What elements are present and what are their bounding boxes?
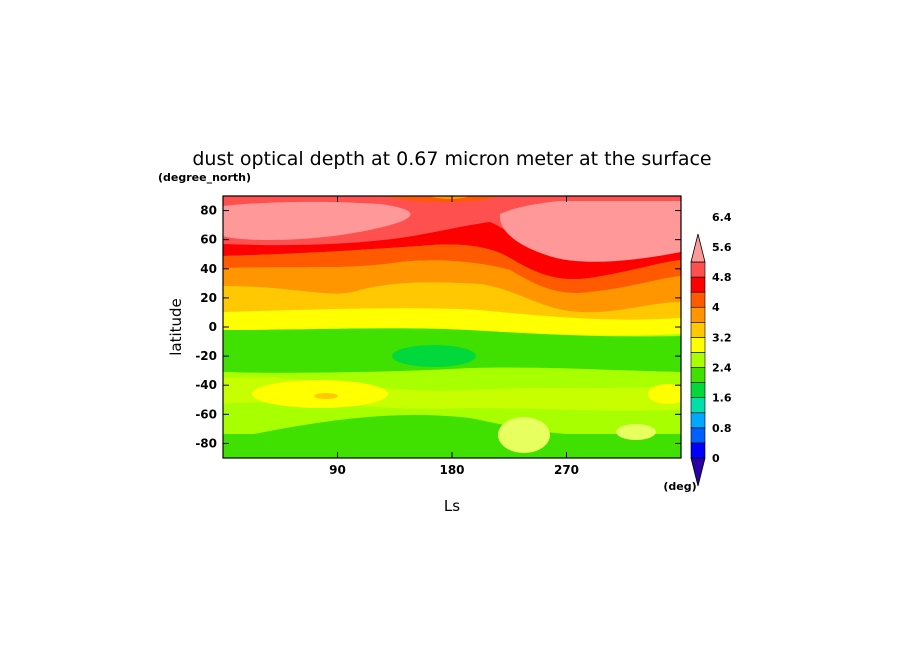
patch-southeast [498, 417, 550, 453]
colorbar-bin [690, 306, 706, 323]
band-south-green-edge [223, 415, 681, 458]
colorbar-bin [690, 382, 706, 398]
colorbar-bin [690, 442, 706, 459]
y-tick-label: 0 [209, 320, 217, 334]
colorbar-level-label: 3.2 [712, 331, 732, 344]
y-tick-label: -40 [195, 378, 217, 392]
colorbar-bin [690, 367, 706, 383]
y-axis: 80 60 40 20 0 -20 -40 -60 -80 [195, 204, 681, 450]
heatmap-field [223, 196, 681, 458]
colorbar: 0 0.8 1.6 2.4 3.2 4 4.8 5.6 6.4 [690, 211, 732, 487]
colorbar-level-label: 0.8 [712, 422, 732, 435]
x-axis: 90 180 270 [329, 196, 579, 477]
patch-tropics-darkgreen [392, 345, 476, 367]
colorbar-level-label: 6.4 [712, 211, 732, 224]
y-tick-label: 60 [200, 233, 217, 247]
x-tick-label: 90 [329, 463, 346, 477]
colorbar-bin [690, 427, 706, 444]
cap-east-pink [499, 197, 681, 262]
colorbar-bin [690, 291, 706, 308]
colorbar-unit-label: (deg) [663, 480, 696, 493]
edge-top-orange [380, 196, 500, 202]
x-axis-label: Ls [444, 497, 460, 515]
y-axis-label: latitude [167, 298, 185, 356]
colorbar-level-label: 4.8 [712, 271, 732, 284]
colorbar-bin [690, 337, 706, 353]
colorbar-level-label: 4 [712, 301, 720, 314]
y-tick-label: 20 [200, 291, 217, 305]
colorbar-level-label: 2.4 [712, 362, 732, 375]
colorbar-level-label: 5.6 [712, 241, 732, 254]
band-north-darkorange [223, 244, 681, 294]
band-north-orange [223, 260, 681, 313]
x-tick-label: 180 [439, 463, 464, 477]
chart-title: dust optical depth at 0.67 micron meter … [192, 148, 711, 170]
y-tick-label: -20 [195, 349, 217, 363]
band-north-gold [223, 282, 681, 320]
y-unit-label: (degree_north) [158, 171, 251, 184]
edge-top-gold [430, 196, 470, 199]
colorbar-bin [690, 412, 706, 429]
colorbar-level-label: 0 [712, 452, 720, 465]
patch-south-orange [314, 393, 338, 399]
colorbar-level-label: 1.6 [712, 392, 732, 405]
patch-far-southeast [616, 424, 656, 440]
colorbar-bin [690, 352, 706, 368]
y-tick-label: 40 [200, 262, 217, 276]
patch-east-yellow [648, 384, 681, 404]
colorbar-bin [690, 397, 706, 414]
colorbar-bin [690, 276, 706, 293]
colorbar-upper-arrow [690, 233, 706, 263]
x-tick-label: 270 [554, 463, 579, 477]
cap-west-pink [223, 201, 411, 240]
y-tick-label: 80 [200, 204, 217, 218]
colorbar-bin [690, 322, 706, 338]
y-tick-label: -60 [195, 407, 217, 421]
colorbar-bin [690, 261, 706, 278]
y-tick-label: -80 [195, 436, 217, 450]
